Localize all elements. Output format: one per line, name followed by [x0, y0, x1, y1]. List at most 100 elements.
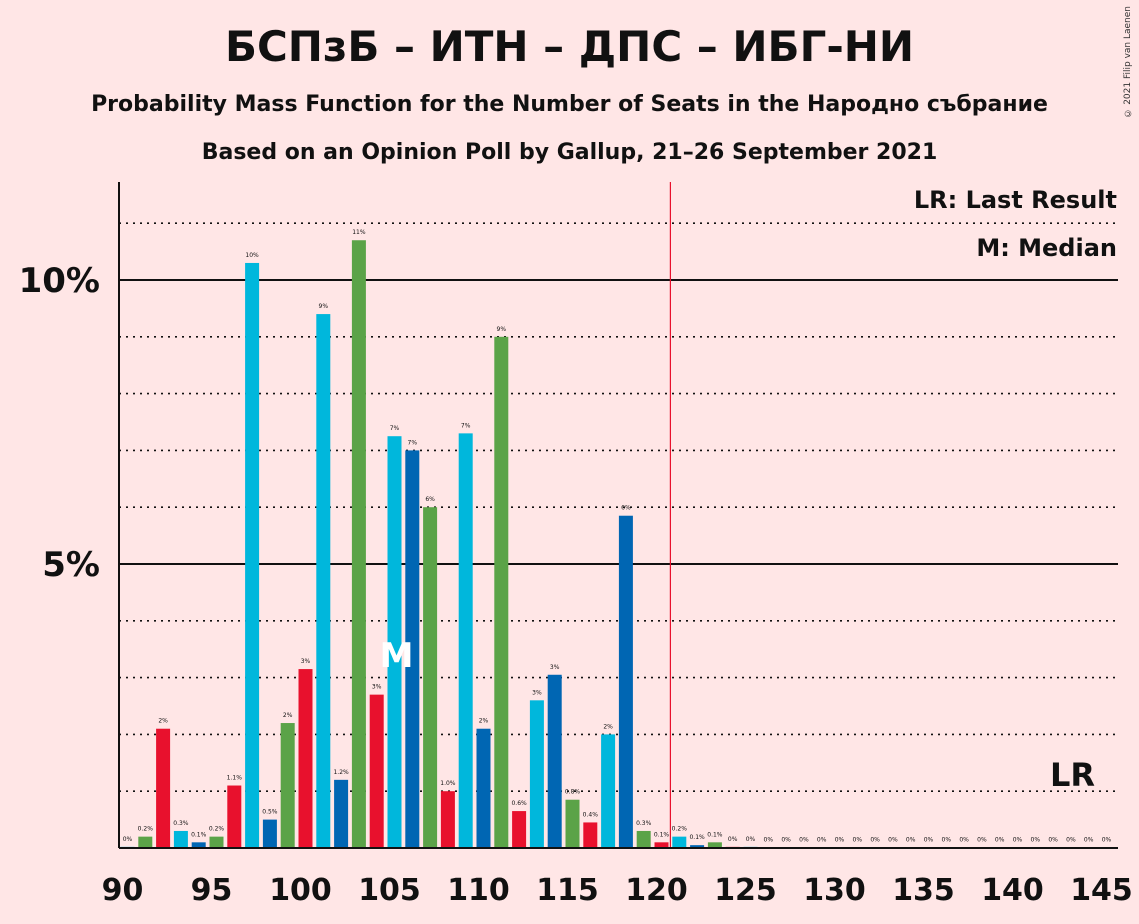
bar — [173, 830, 188, 848]
data-label: 2% — [603, 723, 613, 730]
data-label: 0% — [959, 836, 969, 843]
bar — [227, 785, 242, 848]
data-label: 0% — [817, 836, 827, 843]
data-label: 0% — [1031, 836, 1041, 843]
data-label: 0% — [977, 836, 987, 843]
data-label: 0.5% — [262, 809, 278, 816]
data-label: 0% — [924, 836, 934, 843]
x-tick-label: 145 — [1070, 873, 1133, 908]
data-label: 0.8% — [565, 789, 581, 796]
data-label: 0% — [1066, 836, 1076, 843]
x-tick-label: 100 — [269, 873, 332, 908]
legend-median: M: Median — [976, 234, 1117, 262]
x-tick-label: 120 — [625, 873, 688, 908]
data-label: 0% — [906, 836, 916, 843]
data-label: 6% — [425, 496, 435, 503]
bar — [138, 836, 153, 848]
bar — [280, 723, 295, 848]
y-tick-label: 10% — [19, 261, 100, 301]
x-tick-label: 90 — [102, 873, 144, 908]
bar — [423, 507, 438, 848]
data-label: 0% — [746, 836, 756, 843]
data-label: 0% — [888, 836, 898, 843]
grid-lines — [119, 182, 1118, 848]
data-label: 0.1% — [654, 831, 670, 838]
data-label: 1.1% — [227, 775, 243, 782]
data-label: 0.1% — [191, 831, 207, 838]
data-label: 3% — [301, 658, 311, 665]
bar — [565, 799, 580, 848]
data-label: 0% — [942, 836, 952, 843]
data-label: 1.2% — [333, 769, 349, 776]
bar — [245, 262, 260, 849]
bar — [601, 734, 616, 848]
data-label: 2% — [479, 718, 489, 725]
data-label: 0.3% — [636, 820, 652, 827]
legend-last-result: LR: Last Result — [913, 186, 1117, 214]
bar — [583, 822, 598, 848]
x-tick-label: 135 — [892, 873, 955, 908]
x-tick-label: 105 — [358, 873, 421, 908]
bar — [262, 819, 277, 848]
x-tick-label: 110 — [447, 873, 510, 908]
data-label: 0% — [781, 836, 791, 843]
data-label: 3% — [550, 664, 560, 671]
chart-subtitle: Probability Mass Function for the Number… — [91, 92, 1048, 117]
bar — [334, 779, 349, 848]
data-label: 0% — [1013, 836, 1023, 843]
bar — [547, 674, 562, 848]
data-label: 0% — [835, 836, 845, 843]
data-label: 0.4% — [583, 811, 599, 818]
x-tick-label: 130 — [803, 873, 866, 908]
bar — [351, 240, 366, 849]
bar — [316, 314, 331, 849]
bar — [298, 669, 313, 848]
bar — [458, 433, 473, 848]
bar — [440, 791, 455, 848]
data-label: 2% — [158, 718, 168, 725]
data-label: 2% — [283, 712, 293, 719]
bar — [156, 728, 171, 848]
x-tick-label: 115 — [536, 873, 599, 908]
data-label: 0.2% — [138, 826, 154, 833]
data-label: 0.1% — [689, 834, 705, 841]
x-tick-label: 95 — [191, 873, 233, 908]
chart-subtitle-poll: Based on an Opinion Poll by Gallup, 21–2… — [201, 140, 938, 165]
data-label: 0.6% — [511, 800, 527, 807]
data-label: 0% — [728, 836, 738, 843]
data-label: 10% — [245, 252, 259, 259]
y-tick-label: 5% — [42, 545, 100, 585]
bar — [672, 836, 687, 848]
data-label: 11% — [352, 229, 366, 236]
data-label: 7% — [408, 439, 418, 446]
data-label: 0% — [1048, 836, 1058, 843]
data-label: 0.2% — [672, 826, 688, 833]
axes: 5% 10% M LR 90 95 100 105 110 115 120 125 130 135 140 1… — [19, 182, 1133, 908]
bar-series: 0%0.2%2%0.3%0.1%0.2%1.1%10%0.5%2%3%9%1.2… — [120, 229, 1114, 849]
data-label: 3% — [372, 684, 382, 691]
data-label: 0.1% — [707, 831, 723, 838]
bar — [209, 836, 224, 848]
bar — [387, 436, 402, 848]
bar — [369, 694, 384, 848]
data-label: 3% — [532, 689, 542, 696]
x-tick-label: 125 — [714, 873, 777, 908]
data-label: 0% — [853, 836, 863, 843]
bar — [707, 842, 722, 848]
data-label: 1.0% — [440, 780, 456, 787]
bar — [636, 830, 651, 848]
data-label: 0% — [995, 836, 1005, 843]
bar — [690, 845, 705, 848]
data-label: 0% — [123, 836, 133, 843]
bar — [405, 450, 420, 848]
bar — [529, 700, 544, 848]
data-label: 0.3% — [173, 820, 189, 827]
bar — [476, 728, 491, 848]
data-label: 9% — [319, 303, 329, 310]
data-label: 0.2% — [209, 826, 225, 833]
bar — [512, 811, 527, 848]
x-tick-label: 140 — [981, 873, 1044, 908]
bar — [191, 842, 206, 848]
data-label: 0% — [1084, 836, 1094, 843]
